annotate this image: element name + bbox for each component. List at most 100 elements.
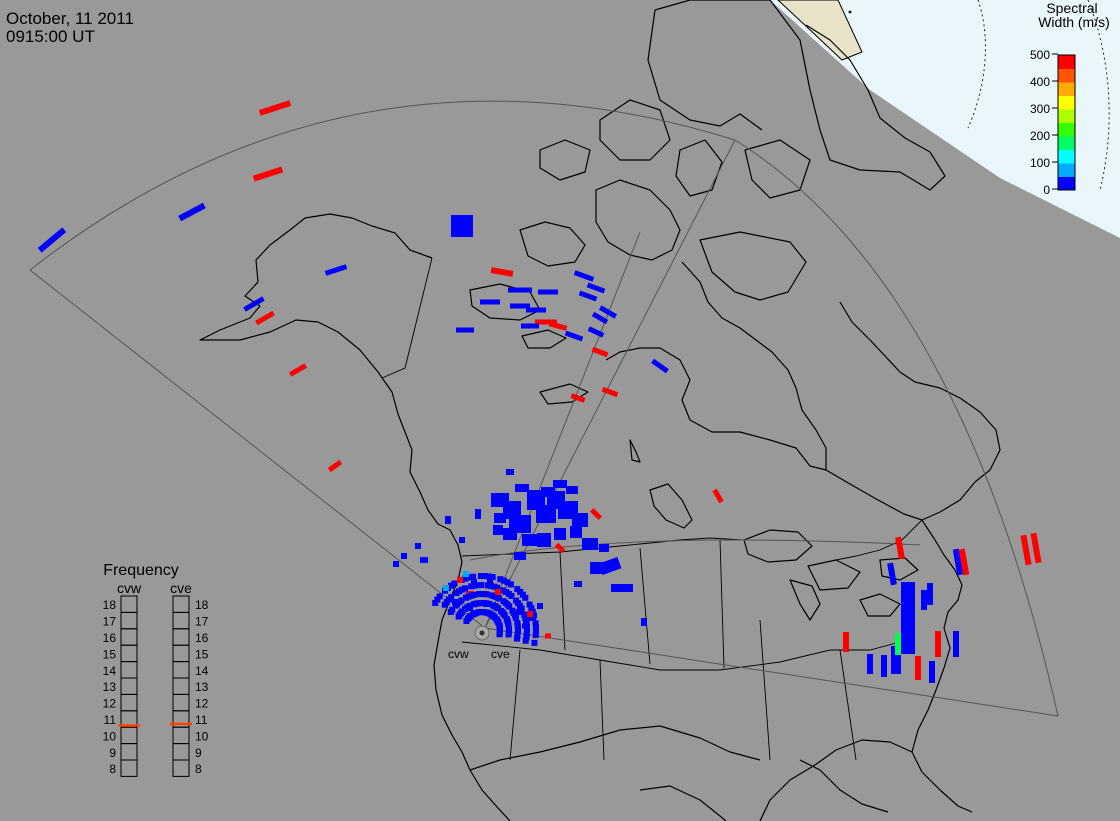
echo-cell (463, 571, 469, 577)
echo-cell (523, 631, 530, 638)
echo-cell (514, 552, 526, 560)
echo-cell (574, 581, 582, 587)
echo-cell (466, 574, 473, 581)
echo-cell (288, 363, 308, 377)
frequency-scale-right: 15 (195, 647, 209, 661)
echo-cell (451, 580, 458, 587)
echo-cell (578, 290, 598, 302)
echo-cell (519, 591, 526, 598)
echo-cell (432, 600, 439, 606)
echo-cell (935, 631, 941, 657)
plot-time: 0915:00 UT (6, 27, 95, 46)
echo-cell (582, 538, 598, 550)
echo-cell (586, 282, 606, 294)
frequency-scale-right: 16 (195, 631, 209, 645)
radar-label-cve: cve (491, 647, 510, 661)
frequency-scale-right: 9 (195, 746, 202, 760)
echo-cell (503, 528, 517, 540)
echo-cell (958, 548, 970, 576)
colorbar-segment (1058, 68, 1075, 83)
colorbar: Spectral Width (m/s) 500 400 300 200 100 0 (1030, 0, 1110, 197)
echo-cell (591, 311, 609, 325)
echo-cell (471, 579, 477, 585)
echo-cell (553, 480, 567, 488)
echo-cell (527, 611, 533, 617)
echo-cell (505, 631, 512, 638)
echo-cell (461, 585, 468, 592)
echo-cell (521, 611, 528, 618)
echo-cell (523, 618, 530, 625)
echo-cell (572, 513, 588, 527)
echo-cell (469, 573, 476, 580)
echo-cell (536, 505, 556, 523)
echo-cell (487, 579, 493, 585)
echo-cell (436, 593, 443, 600)
echo-cell (515, 484, 529, 492)
frequency-scale-right: 17 (195, 615, 209, 629)
echo-cell (508, 287, 532, 293)
echo-cell (523, 634, 530, 641)
echo-cell (712, 488, 724, 504)
echo-cell (506, 603, 513, 610)
echo-cell (512, 614, 519, 621)
colorbar-ticks: 500 400 300 200 100 0 (1030, 48, 1058, 197)
colorbar-segment (1058, 82, 1075, 96)
colorbar-segment (1058, 149, 1075, 164)
echo-cell (523, 627, 530, 634)
echo-cell (516, 609, 524, 615)
colorbar-segment (1058, 136, 1075, 150)
frequency-scale-left: 17 (103, 615, 117, 629)
frequency-scale-left: 13 (103, 680, 117, 694)
colorbar-frame (1057, 54, 1076, 191)
echo-cell (448, 594, 455, 601)
echo-cell (255, 310, 275, 326)
frequency-cell-cve (172, 759, 190, 777)
echo-cell (513, 635, 520, 642)
echo-cell (434, 596, 441, 603)
frequency-cell-cvw (120, 759, 138, 777)
colorbar-tick-label: 300 (1030, 102, 1050, 116)
echo-cell (474, 582, 481, 589)
colorbar-strip (1058, 55, 1075, 191)
colorbar-segment (1058, 163, 1075, 177)
frequency-scale-right: 13 (195, 680, 209, 694)
frequency-scale-right: 14 (195, 664, 209, 678)
echo-cell (489, 574, 496, 581)
frequency-title: Frequency (103, 562, 179, 579)
echo-cell (490, 267, 514, 277)
echo-cell (478, 582, 485, 589)
echo-cell (895, 536, 905, 560)
echo-cell (531, 612, 538, 619)
echo-cell (522, 614, 529, 621)
echo-cell (545, 633, 551, 639)
echo-cell (532, 624, 539, 631)
echo-cell (548, 321, 568, 331)
echo-cell (493, 525, 503, 535)
frequency-scale-right: 8 (195, 762, 202, 776)
polar-ice (777, 0, 863, 61)
colorbar-title-line1: Spectral (1046, 0, 1097, 16)
echo-cell (491, 583, 498, 590)
echo-cell (445, 516, 451, 524)
echo-cell (443, 585, 449, 591)
echo-cell (393, 561, 399, 567)
frequency-scale-left: 8 (109, 762, 116, 776)
coastlines (199, 0, 1001, 821)
echo-cell (573, 270, 595, 282)
echo-cell (494, 584, 501, 591)
echo-cell (566, 486, 578, 494)
frequency-scale-right: 11 (195, 713, 208, 727)
echo-cell (537, 603, 543, 609)
frequency-scale-left: 16 (103, 631, 117, 645)
echo-cell (601, 386, 619, 398)
echo-cell (327, 459, 343, 473)
echo-cell (459, 537, 465, 543)
echo-cell (476, 600, 483, 607)
frequency-scale-left: 9 (109, 746, 116, 760)
echo-cell (449, 606, 456, 613)
echo-cell (415, 543, 421, 549)
echo-cell (522, 534, 538, 546)
echo-cell (611, 584, 633, 592)
echo-cell (867, 654, 873, 674)
echo-cell (466, 602, 473, 609)
